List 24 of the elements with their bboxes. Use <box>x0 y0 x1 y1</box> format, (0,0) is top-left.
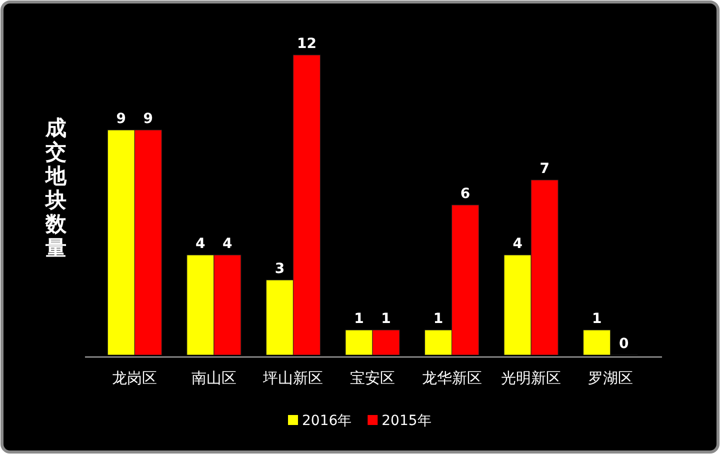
data-label: 3 <box>274 261 285 277</box>
x-tick-label: 光明新区 <box>501 369 562 387</box>
y-axis-title: 成交地块数量 <box>44 116 68 260</box>
data-label: 4 <box>196 236 206 252</box>
x-tick-label: 龙华新区 <box>422 369 482 387</box>
data-label: 4 <box>222 236 233 252</box>
legend-label: 2015年 <box>382 413 432 429</box>
x-tick-label: 宝安区 <box>350 369 395 387</box>
x-tick-label: 南山区 <box>191 369 236 387</box>
data-label: 0 <box>618 336 629 352</box>
data-label: 1 <box>354 311 364 327</box>
data-label: 1 <box>381 311 391 327</box>
x-tick-label: 罗湖区 <box>588 369 633 387</box>
x-tick-label: 坪山新区 <box>262 369 324 387</box>
data-label: 7 <box>540 161 550 177</box>
data-label: 1 <box>433 311 444 327</box>
data-label: 9 <box>143 111 154 127</box>
data-label: 12 <box>296 36 316 52</box>
data-label: 6 <box>460 186 470 202</box>
x-tick-label: 龙岗区 <box>112 369 158 387</box>
data-label: 9 <box>116 111 126 127</box>
legend-label: 2016年 <box>302 413 352 429</box>
data-label: 4 <box>512 236 523 252</box>
data-label: 1 <box>592 311 602 327</box>
